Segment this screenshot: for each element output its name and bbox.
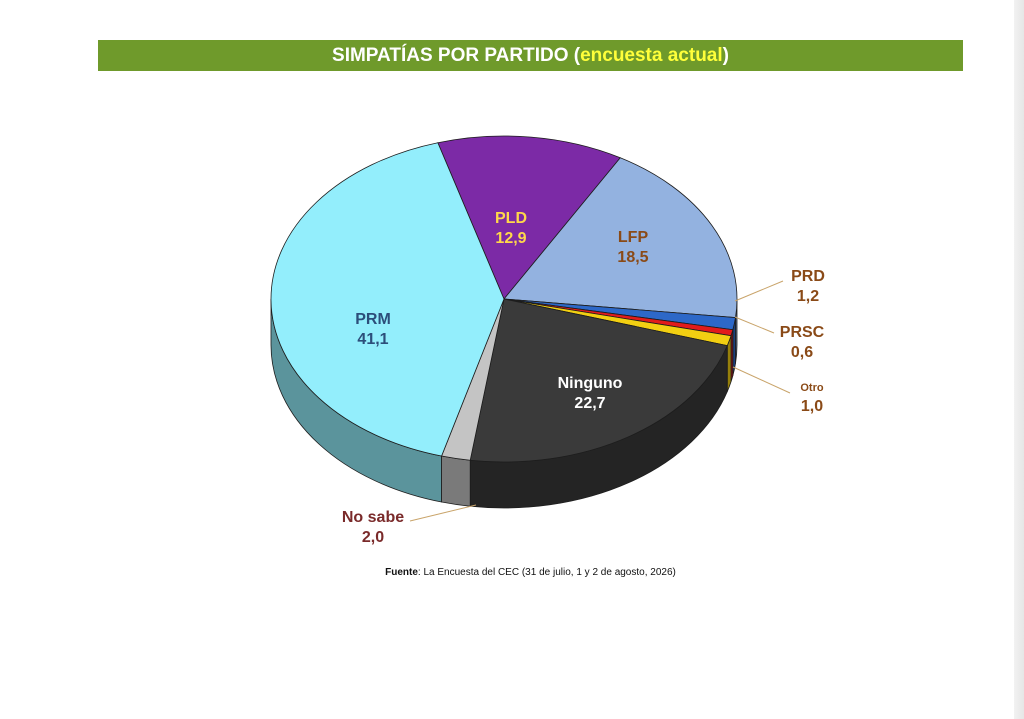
chart-title-bar: SIMPATÍAS POR PARTIDO (encuesta actual) xyxy=(98,40,963,71)
pie-slice-ninguno xyxy=(469,298,728,463)
slice-label-lfp: LFP xyxy=(618,229,649,246)
pie-side-no-sabe xyxy=(441,455,471,507)
slice-label-pld: PLD xyxy=(495,210,527,227)
pie-slice-prm xyxy=(270,142,505,457)
slice-label-ninguno: Ninguno xyxy=(558,375,623,392)
pie-slice-pld xyxy=(437,135,621,300)
slice-label-prsc: PRSC xyxy=(780,324,825,341)
slice-value-otro: 1,0 xyxy=(801,398,823,415)
leader-line-otro xyxy=(732,366,791,394)
pie-side-walls xyxy=(270,298,738,509)
chart-title-highlight: encuesta actual xyxy=(580,44,723,66)
leader-line-prd xyxy=(734,280,784,302)
source-label: Fuente xyxy=(385,567,418,578)
slice-value-prsc: 0,6 xyxy=(791,344,813,361)
chart-title-main: SIMPATÍAS POR PARTIDO ( xyxy=(332,44,581,66)
slice-value-ninguno: 22,7 xyxy=(574,395,605,412)
slice-label-no-sabe: No sabe xyxy=(342,509,404,526)
leader-line-no-sabe xyxy=(409,504,477,522)
source-text: : La Encuesta del CEC (31 de julio, 1 y … xyxy=(417,567,676,578)
page-edge xyxy=(1014,0,1024,719)
slice-value-no-sabe: 2,0 xyxy=(362,529,384,546)
slice-label-prd: PRD xyxy=(791,268,825,285)
pie-top-faces xyxy=(270,135,738,463)
slice-value-pld: 12,9 xyxy=(495,230,526,247)
chart-title-close: ) xyxy=(722,44,729,66)
leader-line-prsc xyxy=(734,316,775,334)
source-note: Fuente: La Encuesta del CEC (31 de julio… xyxy=(0,567,1024,578)
slice-value-prm: 41,1 xyxy=(357,331,388,348)
pie-labels: PLD 12,9 LFP 18,5 PRD 1,2 PRSC 0,6 Otro 1,0 Ningun… xyxy=(342,210,825,546)
slice-label-prm: PRM xyxy=(355,311,391,328)
slice-value-lfp: 18,5 xyxy=(617,249,648,266)
slice-value-prd: 1,2 xyxy=(797,288,819,305)
pie-slice-lfp xyxy=(503,157,738,318)
slice-label-otro: Otro xyxy=(800,382,824,394)
